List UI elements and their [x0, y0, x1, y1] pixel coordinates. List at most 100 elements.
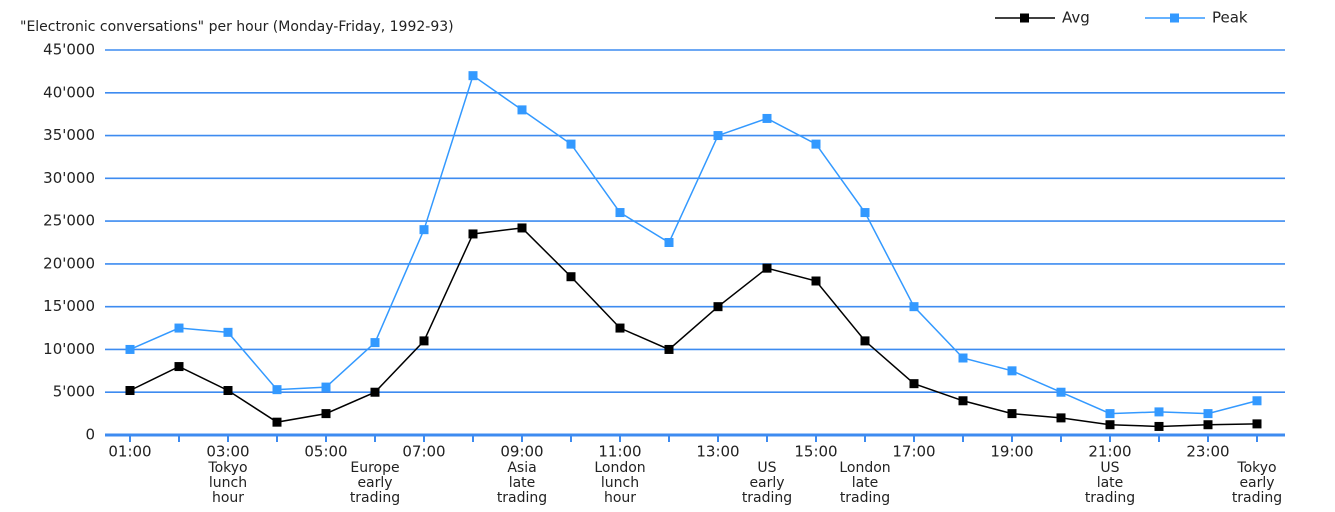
x-tick-label: 05:00 [304, 443, 347, 461]
chart-title: "Electronic conversations" per hour (Mon… [20, 19, 454, 35]
point [713, 302, 723, 312]
x-note: late [1097, 475, 1124, 491]
x-tick-label: 17:00 [892, 443, 935, 461]
point [958, 353, 968, 363]
point [223, 327, 233, 337]
x-tick-label: 21:00 [1088, 443, 1131, 461]
point [1056, 413, 1066, 423]
point [272, 385, 282, 395]
point [615, 208, 625, 218]
x-note: Tokyo [207, 460, 247, 476]
x-note: Asia [507, 460, 536, 476]
point [125, 386, 135, 396]
point [125, 344, 135, 354]
x-note: lunch [601, 475, 639, 491]
x-note: US [757, 460, 776, 476]
x-note: early [749, 475, 784, 491]
point [1203, 420, 1213, 430]
point [468, 229, 478, 239]
x-tick-label: 03:00 [206, 443, 249, 461]
point [419, 225, 429, 235]
x-note: late [852, 475, 879, 491]
x-tick-label: 01:00 [108, 443, 151, 461]
x-note: trading [350, 490, 400, 506]
point [1154, 407, 1164, 417]
point [1203, 409, 1213, 419]
point [370, 338, 380, 348]
point [1105, 420, 1115, 430]
x-note: trading [840, 490, 890, 506]
point [370, 387, 380, 397]
point [664, 344, 674, 354]
y-tick-label: 40'000 [43, 83, 95, 101]
legend-marker [1020, 13, 1029, 23]
y-tick-label: 25'000 [43, 212, 95, 230]
point [272, 417, 282, 427]
point [713, 131, 723, 141]
series-line [129, 74, 1258, 415]
x-tick-label: 09:00 [500, 443, 543, 461]
point [419, 336, 429, 346]
y-tick-label: 20'000 [43, 254, 95, 272]
point [321, 382, 331, 392]
point [223, 386, 233, 396]
point [762, 113, 772, 123]
point [860, 208, 870, 218]
point [1056, 387, 1066, 397]
y-tick-label: 5'000 [53, 383, 95, 401]
point [811, 139, 821, 149]
point [517, 105, 527, 115]
x-note: US [1100, 460, 1119, 476]
x-tick-label: 15:00 [794, 443, 837, 461]
point [1007, 366, 1017, 376]
point [321, 409, 331, 419]
y-tick-label: 35'000 [43, 126, 95, 144]
y-tick-label: 15'000 [43, 297, 95, 315]
y-tick-label: 30'000 [43, 169, 95, 187]
x-note: London [839, 460, 890, 476]
series-line [129, 227, 1258, 428]
point [615, 323, 625, 333]
point [909, 302, 919, 312]
x-note: Tokyo [1236, 460, 1276, 476]
x-tick-label: 19:00 [990, 443, 1033, 461]
y-tick-label: 10'000 [43, 340, 95, 358]
legend-marker [1170, 13, 1179, 23]
point [909, 379, 919, 389]
legend-label: Peak [1212, 9, 1248, 27]
x-tick-label: 13:00 [696, 443, 739, 461]
x-note: hour [212, 490, 244, 506]
point [664, 238, 674, 247]
point [174, 362, 184, 372]
x-tick-label: 07:00 [402, 443, 445, 461]
x-note: early [357, 475, 392, 491]
point [1252, 419, 1262, 429]
point [860, 336, 870, 346]
y-tick-label: 45'000 [43, 41, 95, 59]
x-note: London [594, 460, 645, 476]
point [1154, 421, 1164, 431]
point [1105, 409, 1115, 419]
point [1007, 409, 1017, 419]
point [517, 223, 527, 233]
point [811, 276, 821, 286]
x-note: trading [742, 490, 792, 506]
point [468, 71, 478, 81]
x-note: Europe [350, 460, 399, 476]
x-note: trading [497, 490, 547, 506]
x-tick-label: 23:00 [1186, 443, 1229, 461]
x-note: lunch [209, 475, 247, 491]
point [174, 323, 184, 333]
x-note: late [509, 475, 536, 491]
y-tick-label: 0 [85, 426, 95, 444]
point [566, 272, 576, 282]
x-note: trading [1232, 490, 1282, 506]
point [762, 263, 772, 273]
x-tick-label: 11:00 [598, 443, 641, 461]
point [566, 139, 576, 149]
x-note: early [1239, 475, 1274, 491]
x-note: hour [604, 490, 636, 506]
point [1252, 396, 1262, 406]
point [958, 396, 968, 406]
